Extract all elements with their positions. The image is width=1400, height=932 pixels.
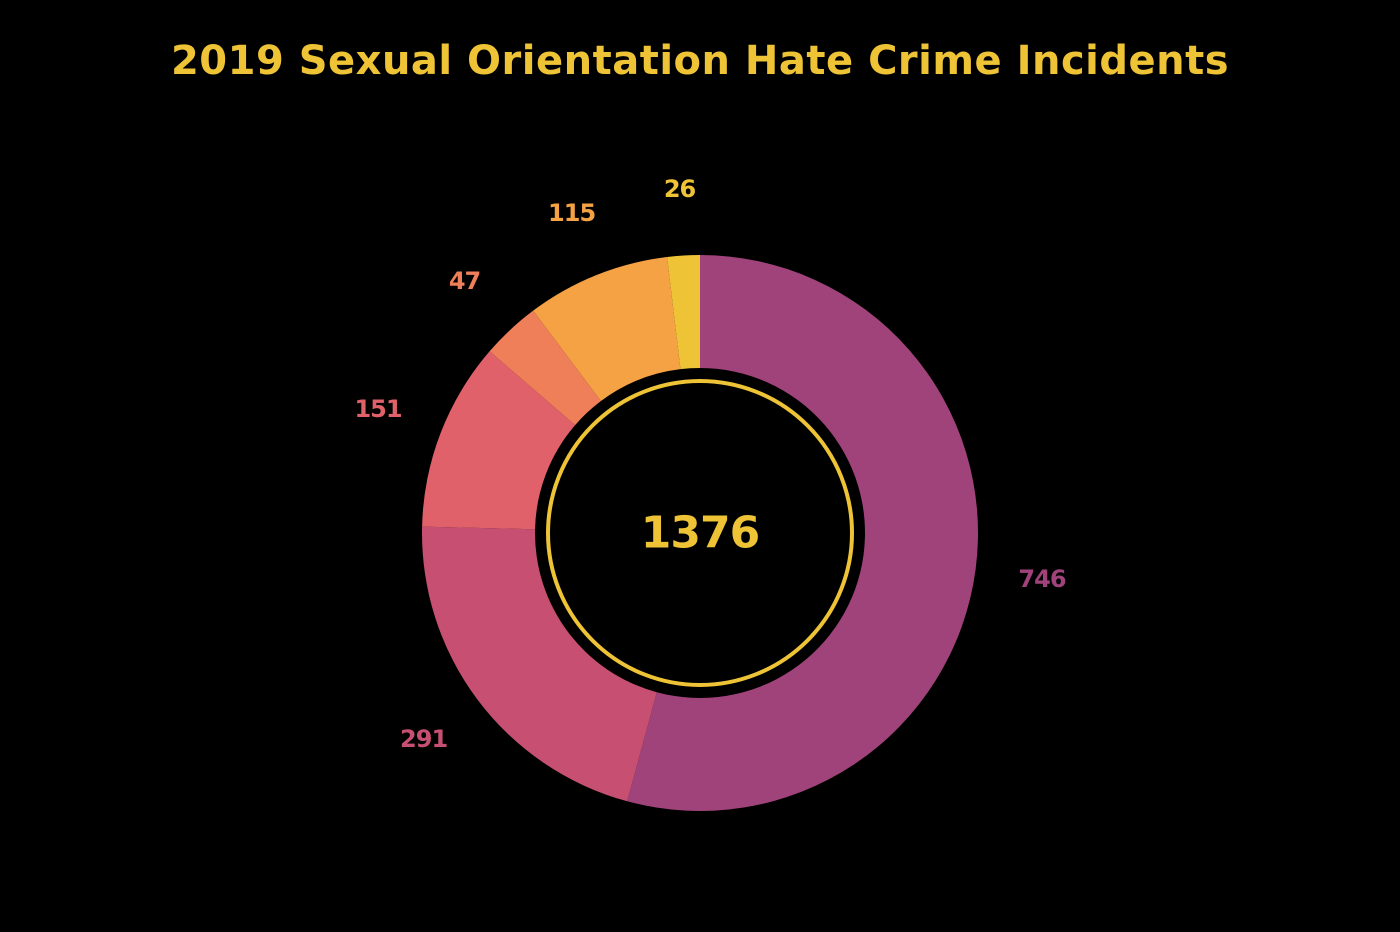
donut-slice	[533, 256, 681, 402]
donut-slice	[627, 255, 978, 811]
donut-slice	[422, 351, 576, 530]
slice-value-label: 47	[448, 266, 481, 295]
slice-value-label: 115	[548, 198, 596, 227]
slice-value-label: 151	[354, 395, 402, 424]
slice-value-label: 26	[663, 174, 696, 203]
donut-slice	[422, 526, 657, 802]
slice-value-label: 746	[1018, 564, 1066, 593]
donut-slice	[489, 310, 601, 426]
center-ring	[546, 379, 854, 687]
chart-title: 2019 Sexual Orientation Hate Crime Incid…	[170, 38, 1230, 84]
donut-slice	[667, 255, 700, 370]
total-label: 1376	[640, 507, 760, 559]
donut-slices	[422, 255, 978, 811]
slice-value-label: 291	[400, 725, 448, 754]
